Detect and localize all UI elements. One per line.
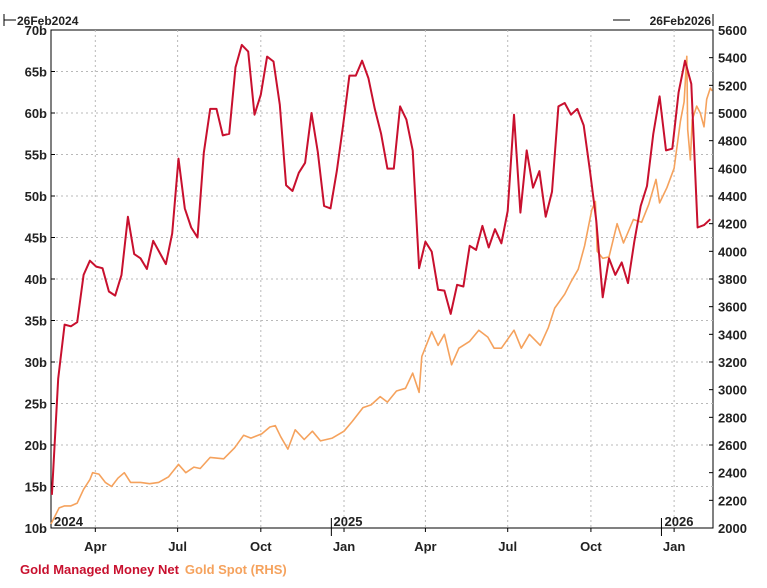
left-tick-label: 50b xyxy=(25,189,47,204)
right-tick-label: 5600 xyxy=(718,23,747,38)
month-label: Jan xyxy=(663,539,685,554)
legend: Gold Managed Money Net Gold Spot (RHS) xyxy=(20,562,293,577)
left-tick-label: 45b xyxy=(25,231,47,246)
year-label: 2026 xyxy=(665,514,694,529)
month-label: Apr xyxy=(84,539,106,554)
right-tick-label: 3600 xyxy=(718,300,747,315)
month-label: Oct xyxy=(250,539,272,554)
legend-entry-managed-money: Gold Managed Money Net xyxy=(20,562,179,577)
right-tick-label: 2000 xyxy=(718,521,747,536)
month-label: Jul xyxy=(168,539,187,554)
right-tick-label: 4600 xyxy=(718,161,747,176)
month-label: Apr xyxy=(414,539,436,554)
left-tick-label: 65b xyxy=(25,65,47,80)
month-label: Jul xyxy=(498,539,517,554)
legend-entry-gold-spot: Gold Spot (RHS) xyxy=(184,562,287,577)
month-label: Oct xyxy=(580,539,602,554)
left-axis: 10b 15b 20b 25b 30b 35b 40b 45b 50b 55b 60b 65b 70b xyxy=(25,23,55,536)
right-tick-label: 4800 xyxy=(718,134,747,149)
right-tick-label: 2200 xyxy=(718,493,747,508)
x-axis: Apr Jul Oct Jan Apr Jul Oct Jan 2024 2025 2026 xyxy=(54,514,693,554)
left-tick-label: 55b xyxy=(25,148,47,163)
right-tick-label: 5000 xyxy=(718,106,747,121)
series-line-managed-money xyxy=(50,43,711,495)
left-tick-label: 10b xyxy=(25,521,47,536)
year-label: 2025 xyxy=(334,514,363,529)
right-axis: 2000 2200 2400 2600 2800 3000 3200 3400 3600 3800… xyxy=(709,23,747,536)
left-tick-label: 25b xyxy=(25,397,47,412)
right-tick-label: 2800 xyxy=(718,410,747,425)
right-tick-label: 3400 xyxy=(718,327,747,342)
right-tick-label: 4400 xyxy=(718,189,747,204)
left-tick-label: 20b xyxy=(25,438,47,453)
left-tick-label: 40b xyxy=(25,272,47,287)
right-tick-label: 4200 xyxy=(718,217,747,232)
left-tick-label: 30b xyxy=(25,355,47,370)
right-tick-label: 3000 xyxy=(718,383,747,398)
right-tick-label: 2400 xyxy=(718,466,747,481)
left-tick-label: 60b xyxy=(25,106,47,121)
end-date-label: 26Feb2026 xyxy=(650,14,712,28)
date-range-markers: 26Feb2024 26Feb2026 xyxy=(3,14,714,28)
right-tick-label: 4000 xyxy=(718,244,747,259)
right-tick-label: 3800 xyxy=(718,272,747,287)
left-tick-label: 15b xyxy=(25,480,47,495)
series-line-gold-spot xyxy=(50,55,713,525)
series-layer xyxy=(50,43,713,525)
grid xyxy=(51,30,713,528)
month-label: Jan xyxy=(333,539,355,554)
left-tick-label: 35b xyxy=(25,314,47,329)
left-tick-label: 70b xyxy=(25,23,47,38)
right-tick-label: 3200 xyxy=(718,355,747,370)
year-label: 2024 xyxy=(54,514,84,529)
right-tick-label: 5200 xyxy=(718,78,747,93)
start-date-label: 26Feb2024 xyxy=(17,14,79,28)
right-tick-label: 2600 xyxy=(718,438,747,453)
right-tick-label: 5400 xyxy=(718,51,747,66)
